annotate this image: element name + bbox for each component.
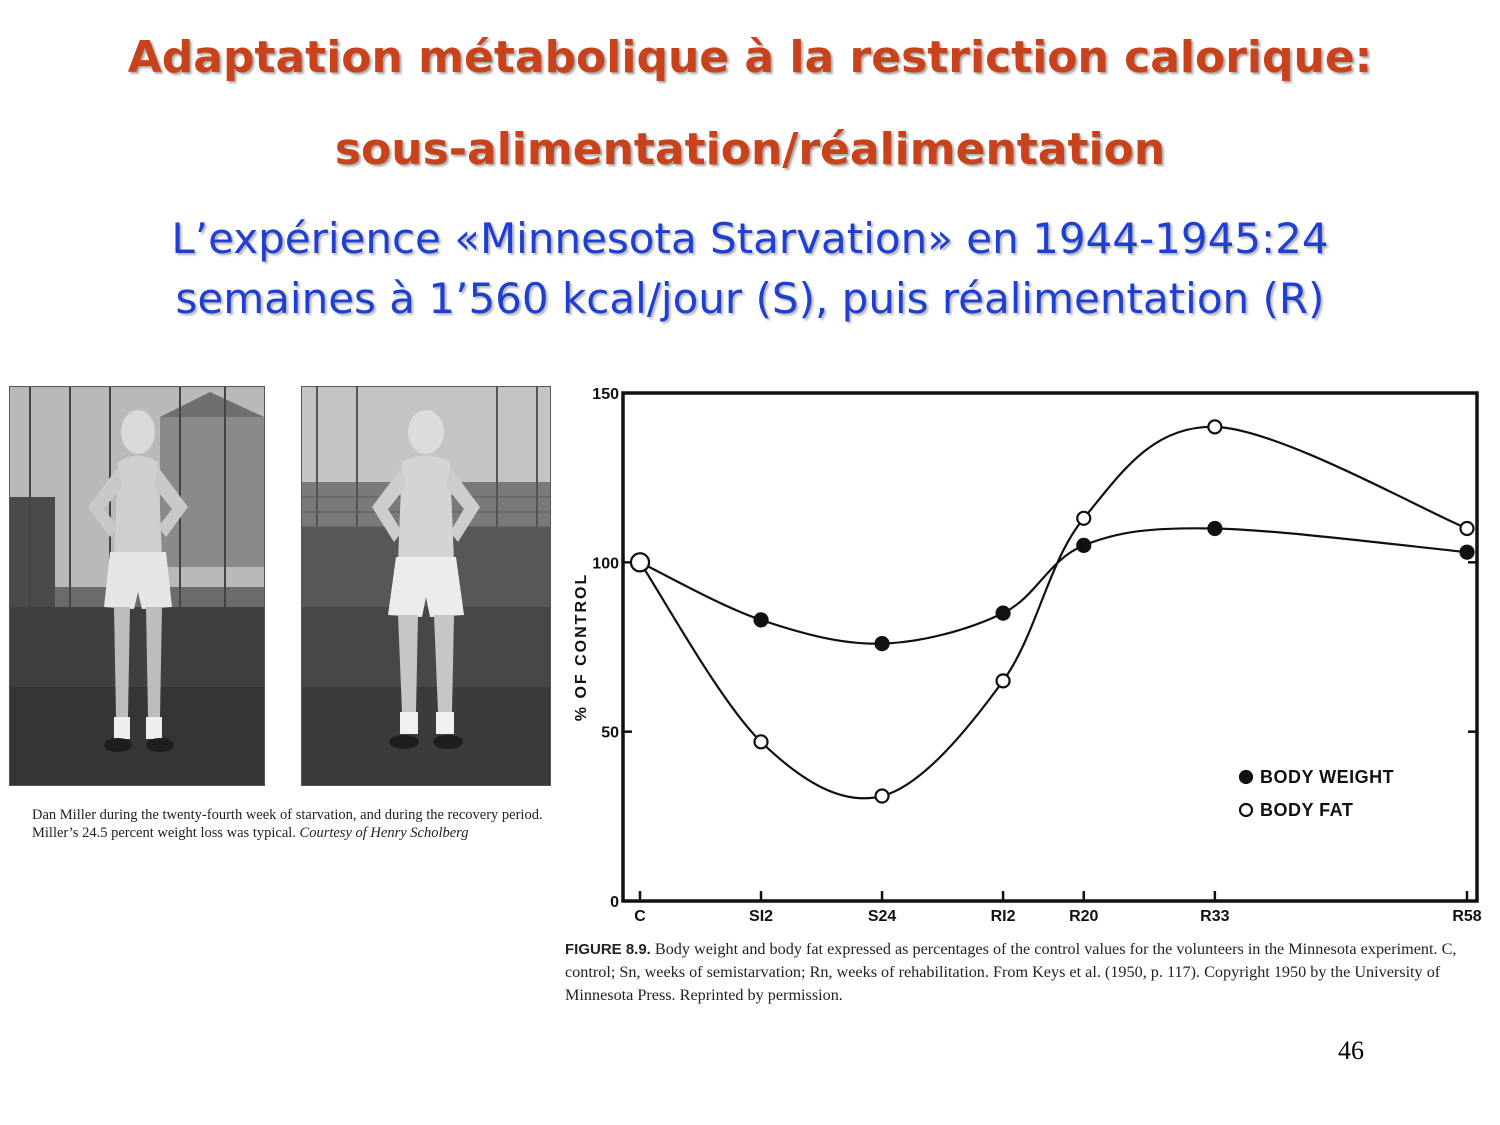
body-fat-point	[753, 734, 769, 750]
photo-caption: Dan Miller during the twenty-fourth week…	[32, 806, 552, 842]
y-tick-label: 100	[592, 555, 619, 572]
body-weight-point	[1076, 537, 1092, 553]
body-fat-legend-label: BODY FAT	[1260, 800, 1353, 820]
y-tick-label: 0	[610, 894, 619, 911]
body-composition-chart: 0 50 100 150 % OF CONTROL C SI2 S24 RI2 R20 R33 R58…	[573, 386, 1482, 925]
body-fat-point	[1076, 510, 1092, 526]
body-fat-legend-marker	[1238, 802, 1254, 818]
y-tick-label: 150	[592, 386, 619, 403]
body-fat-point	[995, 673, 1011, 689]
photo-caption-text: Dan Miller during the twenty-fourth week…	[32, 807, 543, 841]
body-fat-point	[1459, 520, 1475, 537]
body-fat-point	[629, 552, 651, 573]
recovery-photo	[301, 386, 551, 786]
body-weight-point	[1207, 520, 1223, 537]
body-fat-point	[874, 788, 890, 804]
y-tick-label: 50	[601, 725, 619, 742]
body-fat-point	[1207, 419, 1223, 435]
x-tick-label: C	[634, 908, 646, 925]
figure-label: FIGURE 8.9.	[565, 941, 651, 958]
x-tick-label: SI2	[749, 908, 773, 925]
body-weight-point	[1459, 544, 1475, 560]
x-tick-label: S24	[868, 908, 897, 925]
body-weight-point	[874, 636, 890, 652]
figure-caption: FIGURE 8.9. Body weight and body fat exp…	[565, 938, 1500, 1007]
body-weight-point	[995, 605, 1011, 621]
x-tick-label: R58	[1452, 908, 1481, 925]
photo-caption-credit: Courtesy of Henry Scholberg	[299, 825, 469, 841]
slide-title-line-1: Adaptation métabolique à la restriction …	[127, 32, 1373, 83]
page-number: 46	[1338, 1036, 1364, 1065]
slide-title-line-2: sous-alimentation/réalimentation	[334, 124, 1166, 175]
x-tick-label: RI2	[991, 908, 1016, 925]
body-weight-legend-label: BODY WEIGHT	[1260, 767, 1394, 787]
x-tick-label: R33	[1200, 908, 1229, 925]
slide-subtitle-line-2: semaines à 1’560 kcal/jour (S), puis réa…	[175, 274, 1325, 323]
figure-caption-text: Body weight and body fat expressed as pe…	[565, 940, 1457, 1004]
x-tick-label: R20	[1069, 908, 1098, 925]
plot-frame	[621, 391, 1479, 903]
body-weight-legend-marker	[1238, 769, 1254, 785]
y-axis-label: % OF CONTROL	[573, 573, 590, 721]
starvation-photo	[9, 386, 265, 786]
body-weight-point	[753, 612, 769, 628]
slide-subtitle-line-1: L’expérience «Minnesota Starvation» en 1…	[171, 214, 1329, 263]
